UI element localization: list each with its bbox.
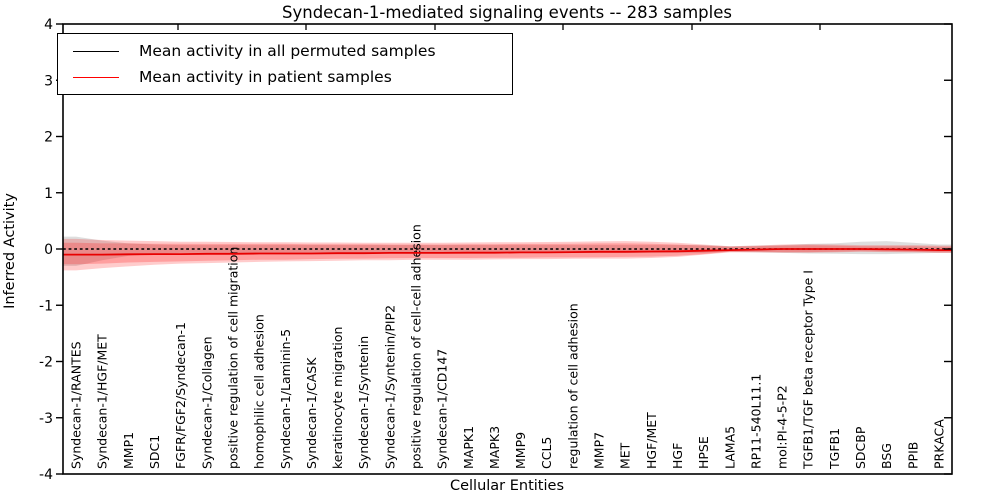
chart-title: Syndecan-1-mediated signaling events -- … [282,3,732,22]
x-tick-label: PRKACA [931,419,946,469]
legend-item-permuted: Mean activity in all permuted samples [58,38,512,64]
patient-uncertainty-band-outer [63,238,952,271]
x-tick-label: RP11-540L11.1 [748,374,763,469]
legend-line-sample-permuted [73,50,119,52]
x-tick-label: positive regulation of cell migration [226,247,241,469]
x-axis-label: Cellular Entities [449,478,565,494]
x-tick-label: Syndecan-1/Laminin-5 [278,329,293,469]
x-tick-label: TGFB1 [827,428,842,470]
y-tick-label: -2 [39,355,53,371]
x-tick-label: MET [618,442,633,469]
x-tick-label: HGF/MET [644,412,659,469]
x-tick-label: HGF [670,443,685,469]
x-tick-label: HPSE [696,436,711,469]
x-tick-label: Syndecan-1/RANTES [69,341,84,469]
x-tick-label: mol:PI-4-5-P2 [775,385,790,469]
y-tick-label: 0 [44,242,53,258]
x-tick-label: SDCBP [853,426,868,469]
x-tick-label: Syndecan-1/Syntenin [356,336,371,469]
legend-item-patient: Mean activity in patient samples [58,64,512,90]
x-tick-label: regulation of cell adhesion [565,303,580,469]
x-tick-label: LAMA5 [722,426,737,469]
x-tick-label: MAPK3 [487,426,502,469]
legend-line-sample-patient [73,76,119,78]
y-tick-label: -3 [39,411,53,427]
x-tick-label: Syndecan-1/Collagen [199,336,214,469]
x-tick-label: Syndecan-1/CD147 [435,349,450,469]
x-tick-label: SDC1 [147,435,162,469]
y-tick-label: 3 [44,73,53,89]
x-tick-label: homophilic cell adhesion [252,314,267,469]
patient-uncertainty-band-inner [63,242,952,265]
x-tick-label: MMP7 [592,432,607,469]
y-tick-label: -1 [39,298,53,314]
x-tick-label: BSG [879,443,894,469]
permuted-uncertainty-band [63,236,952,266]
x-tick-label: TGFB1/TGF beta receptor Type I [801,270,816,470]
patient-mean-line [63,248,952,256]
legend: Mean activity in all permuted samples Me… [57,33,513,95]
x-tick-label: PPIB [905,442,920,469]
x-tick-label: positive regulation of cell-cell adhesio… [409,224,424,469]
y-tick-label: 2 [44,130,53,146]
x-tick-label: MMP1 [121,432,136,469]
y-tick-label: 1 [44,186,53,202]
x-tick-label: MAPK1 [461,426,476,469]
x-tick-label: Syndecan-1/CASK [304,357,319,469]
x-tick-label: Syndecan-1/HGF/MET [95,334,110,469]
y-tick-label: 4 [44,17,53,33]
legend-label-patient: Mean activity in patient samples [139,68,392,86]
x-tick-label: FGFR/FGF2/Syndecan-1 [173,322,188,469]
x-tick-label: MMP9 [513,432,528,469]
x-tick-label: keratinocyte migration [330,327,345,469]
legend-label-permuted: Mean activity in all permuted samples [139,42,436,60]
x-tick-label: CCL5 [539,437,554,469]
x-tick-label: Syndecan-1/Syntenin/PIP2 [382,305,397,469]
y-tick-label: -4 [39,467,53,483]
